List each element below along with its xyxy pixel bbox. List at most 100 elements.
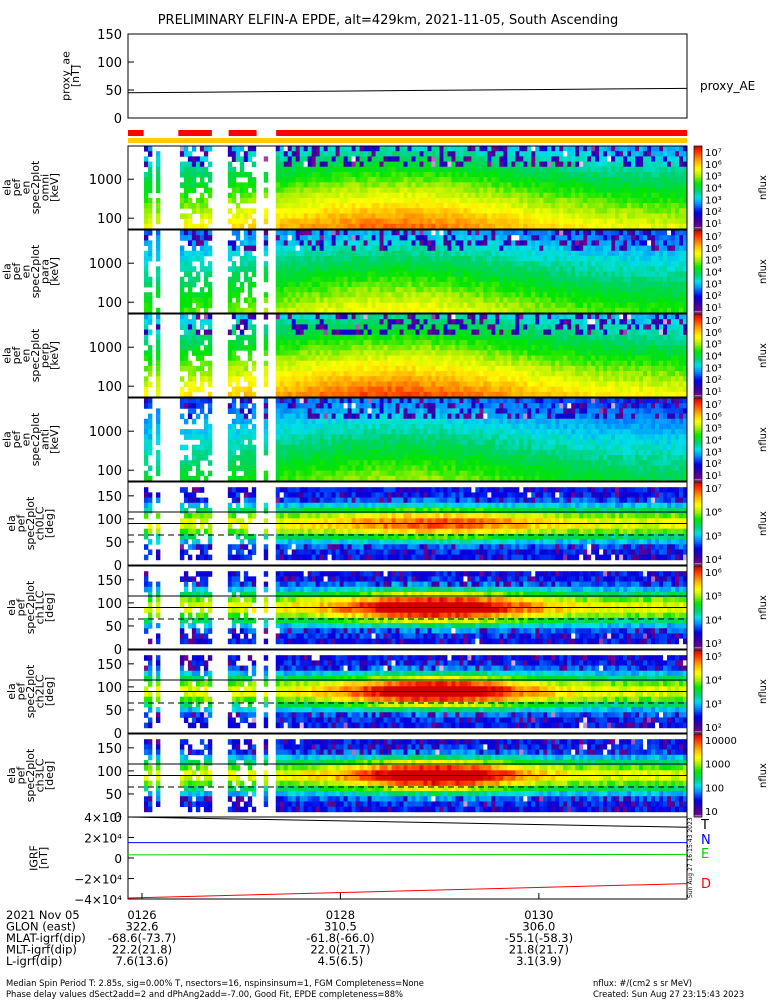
spectrogram-cell <box>311 177 317 183</box>
spectrogram-cell <box>451 255 456 262</box>
spectrogram-cell <box>179 250 185 257</box>
spectrogram-cell <box>375 208 380 214</box>
spectrogram-cell <box>599 261 604 267</box>
spectrogram-cell <box>207 208 213 214</box>
spectrogram-cell <box>379 334 384 341</box>
spectrogram-cell <box>207 192 213 199</box>
spectrogram-cell <box>487 345 492 351</box>
spectrogram-cell <box>615 297 620 304</box>
spectrogram-cell <box>635 208 640 214</box>
spectrogram-cell <box>247 250 253 257</box>
spectrogram-cell <box>455 187 460 194</box>
spectrogram-cell <box>275 371 281 377</box>
spectrogram-cell <box>155 151 161 157</box>
spectrogram-cell <box>671 171 676 178</box>
spectrogram-cell <box>519 250 524 257</box>
spectrogram-cell <box>515 245 520 252</box>
spectrogram-cell <box>559 235 564 241</box>
spectrogram-cell <box>631 177 636 183</box>
spectrogram-cell <box>251 192 257 199</box>
spectrogram-cell <box>455 297 460 304</box>
spectrogram-cell <box>399 371 404 377</box>
spectrogram-cell <box>347 245 352 252</box>
spectrogram-cell <box>231 386 237 393</box>
spectrogram-cell <box>291 182 297 188</box>
spectrogram-cell <box>495 271 500 278</box>
spectrogram-cell <box>191 146 197 152</box>
spectrogram-cell <box>203 156 209 162</box>
spectrogram-cell <box>535 182 540 188</box>
spectrogram-cell <box>371 381 376 388</box>
spectrogram-cell <box>291 360 297 367</box>
spectrogram-cell <box>355 187 360 194</box>
spectrogram-cell <box>655 197 660 204</box>
spectrogram-cell <box>451 281 456 288</box>
spectrogram-cell <box>475 371 480 377</box>
spectrogram-cell <box>147 208 153 214</box>
spectrogram-cell <box>411 218 416 225</box>
spectrogram-cell <box>311 371 317 377</box>
spectrogram-cell <box>247 391 253 398</box>
spectrogram-cell <box>539 177 544 183</box>
spectrogram-cell <box>467 208 472 214</box>
spectrogram-cell <box>627 208 632 214</box>
spectrogram-cell <box>371 197 376 204</box>
spectrogram-cell <box>299 213 305 220</box>
spectrogram-cell <box>607 156 612 162</box>
spectrogram-cell <box>307 245 313 252</box>
spectrogram-cell <box>315 250 321 257</box>
spectrogram-cell <box>319 386 325 393</box>
spectrogram-cell <box>155 319 161 325</box>
spectrogram-cell <box>367 355 372 362</box>
spectrogram-cell <box>227 345 233 351</box>
spectrogram-cell <box>647 161 652 168</box>
spectrogram-cell <box>307 281 313 288</box>
spectrogram-cell <box>619 302 624 309</box>
spectrogram-cell <box>443 297 448 304</box>
spectrogram-cell <box>659 276 664 283</box>
spectrogram-cell <box>619 240 624 246</box>
spectrogram-cell <box>467 235 472 241</box>
spectrogram-cell <box>143 391 149 398</box>
spectrogram-cell <box>427 287 432 293</box>
spectrogram-cell <box>419 208 424 214</box>
spectrogram-cell <box>399 213 404 220</box>
spectrogram-cell <box>387 381 392 388</box>
spectrogram-cell <box>379 223 384 230</box>
spectrogram-cell <box>239 182 245 188</box>
spectrogram-cell <box>423 213 428 220</box>
spectrogram-cell <box>331 151 337 157</box>
spectrogram-cell <box>383 345 388 351</box>
spectrogram-cell <box>411 371 416 377</box>
spectrogram-cell <box>347 171 352 178</box>
spectrogram-cell <box>339 151 345 157</box>
spectrogram-cell <box>183 197 189 204</box>
spectrogram-cell <box>295 271 301 278</box>
spectrogram-cell <box>615 177 620 183</box>
spectrogram-cell <box>383 376 388 382</box>
spectrogram-cell <box>199 381 205 388</box>
spectrogram-cell <box>427 208 432 214</box>
spectrogram-cell <box>411 314 416 320</box>
spectrogram-cell <box>179 171 185 178</box>
spectrogram-cell <box>343 314 349 320</box>
spectrogram-cell <box>155 365 161 372</box>
spectrogram-cell <box>479 271 484 278</box>
spectrogram-cell <box>567 230 572 236</box>
spectrogram-cell <box>515 166 520 173</box>
spectrogram-cell <box>231 245 237 252</box>
spectrogram-cell <box>227 292 233 298</box>
colorbar-cell <box>694 224 702 228</box>
spectrogram-cell <box>143 230 149 236</box>
spectrogram-cell <box>439 261 444 267</box>
spectrogram-cell <box>551 302 556 309</box>
spectrogram-cell <box>399 261 404 267</box>
spectrogram-cell <box>455 161 460 168</box>
spectrogram-cell <box>187 386 193 393</box>
spectrogram-cell <box>431 381 436 388</box>
spectrogram-cell <box>563 255 568 262</box>
spectrogram-cell <box>311 329 317 336</box>
spectrogram-cell <box>651 230 656 236</box>
spectrogram-cell <box>443 166 448 173</box>
spectrogram-cell <box>387 355 392 362</box>
